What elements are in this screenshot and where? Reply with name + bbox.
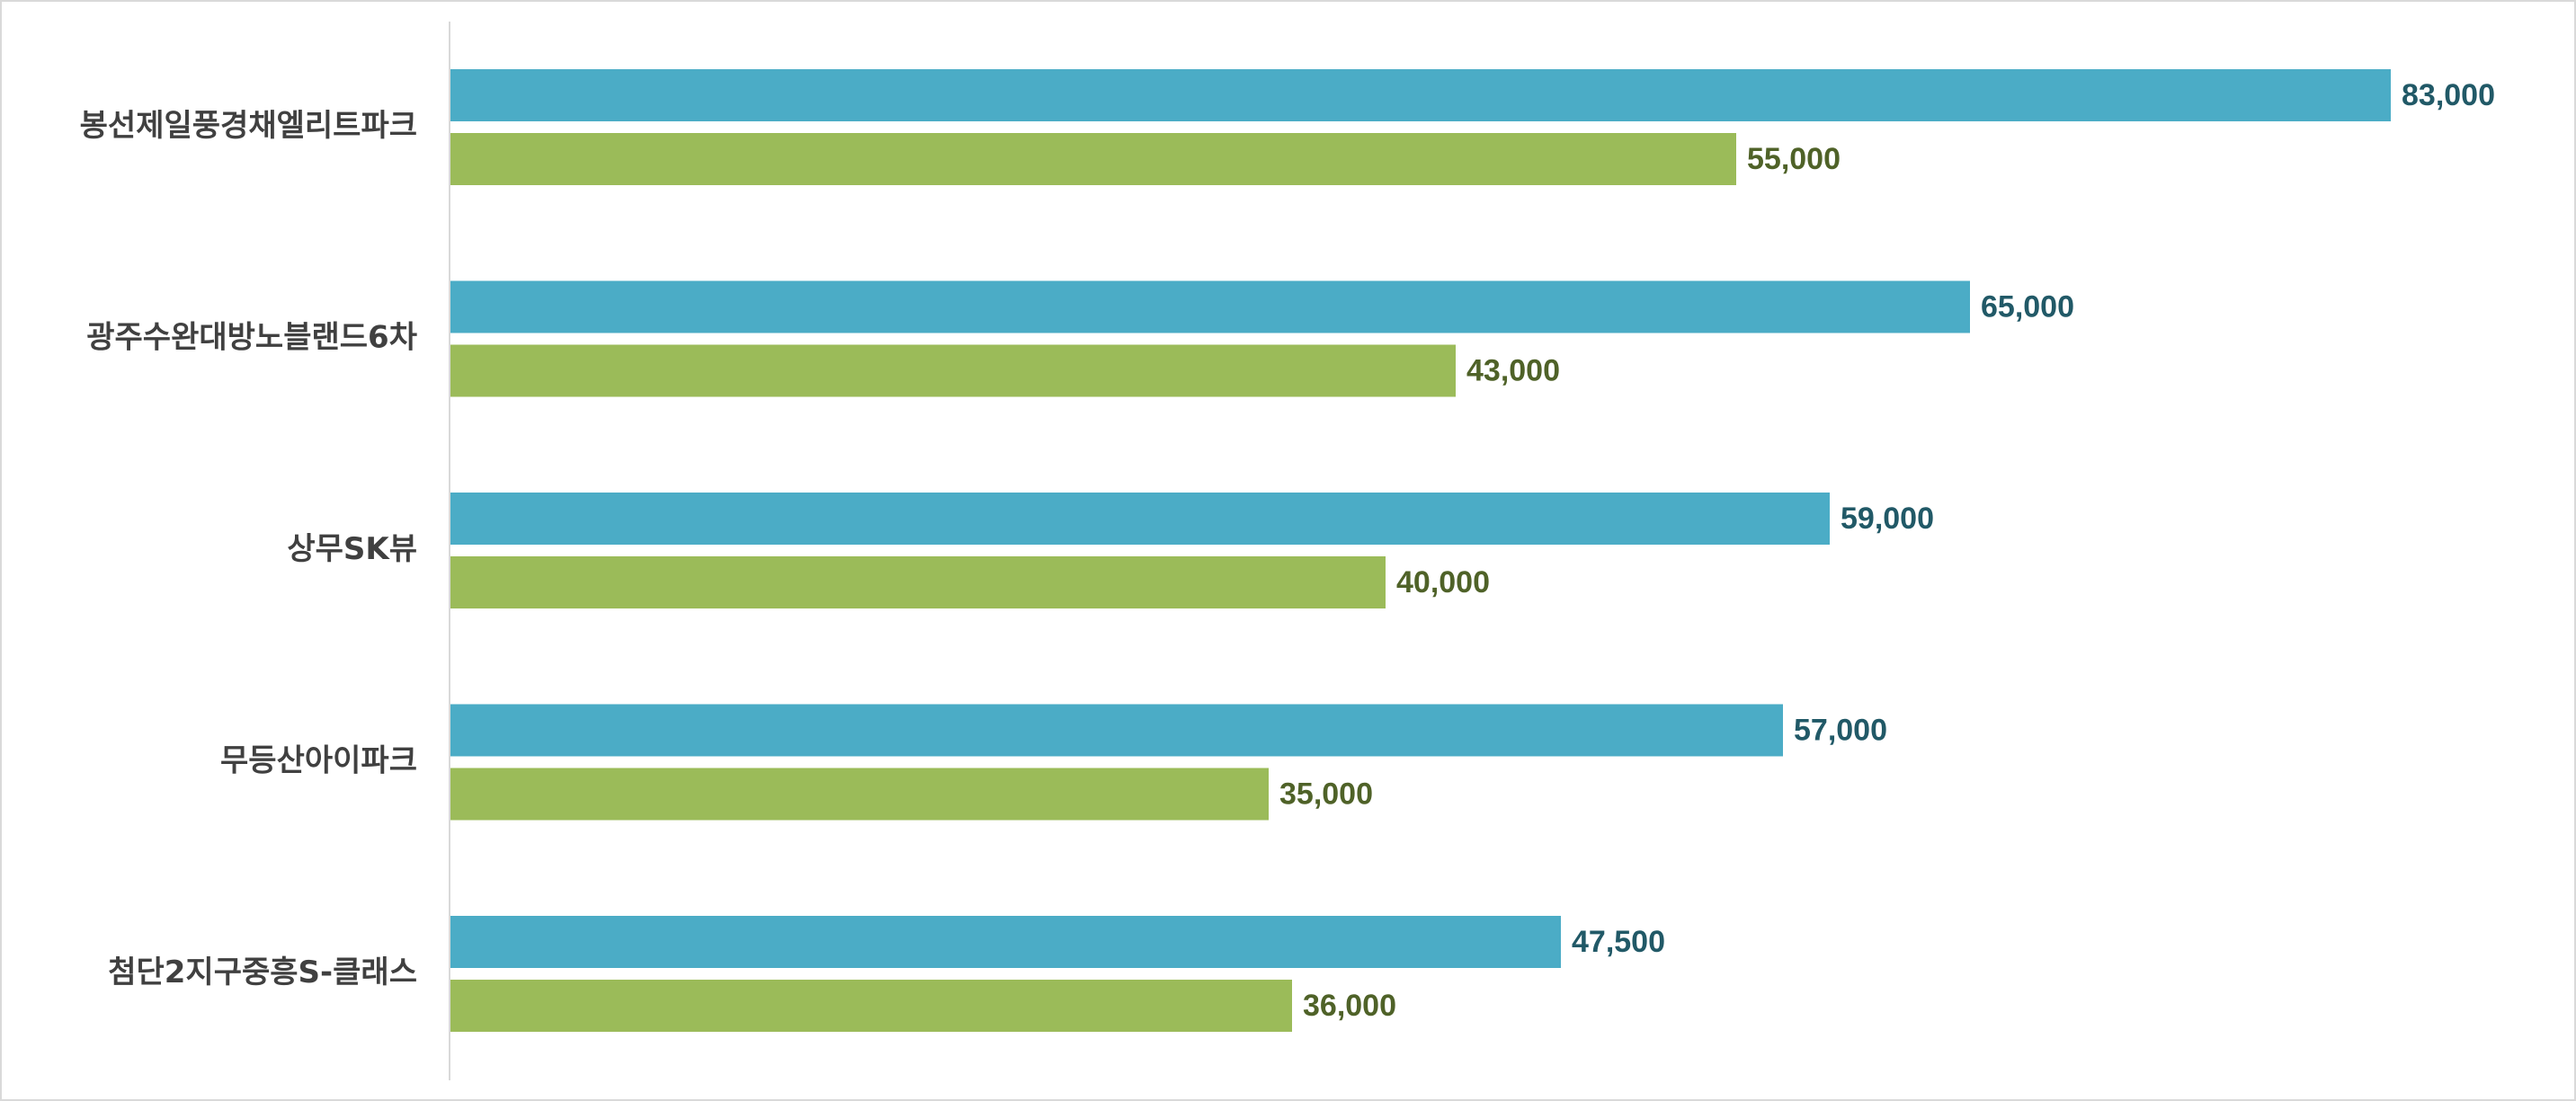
category-label: 첨단2지구중흥S-클래스: [108, 954, 417, 990]
bar-series-1: [450, 69, 2391, 121]
data-label: 40,000: [1396, 565, 1490, 599]
data-label: 43,000: [1466, 353, 1560, 387]
bar-series-2: [450, 556, 1386, 608]
category-label: 무등산아이파크: [220, 743, 417, 779]
data-label: 55,000: [1747, 142, 1841, 176]
data-label: 36,000: [1303, 989, 1396, 1023]
bar-series-2: [450, 133, 1736, 185]
bar-series-2: [450, 768, 1269, 821]
bar-series-1: [450, 704, 1783, 757]
data-label: 83,000: [2402, 78, 2495, 112]
data-label: 47,500: [1572, 925, 1665, 959]
bar-series-1: [450, 280, 1970, 333]
data-label: 57,000: [1794, 713, 1887, 747]
data-label: 59,000: [1841, 502, 1934, 536]
category-label: 봉선제일풍경채엘리트파크: [80, 108, 417, 144]
bar-series-2: [450, 344, 1456, 397]
category-label: 상무SK뷰: [287, 531, 417, 567]
data-label: 35,000: [1279, 777, 1373, 811]
bar-series-1: [450, 493, 1830, 545]
bar-series-2: [450, 980, 1292, 1032]
data-label: 65,000: [1981, 289, 2074, 324]
category-label: 광주수완대방노블랜드6차: [86, 320, 417, 356]
bar-series-1: [450, 916, 1561, 968]
